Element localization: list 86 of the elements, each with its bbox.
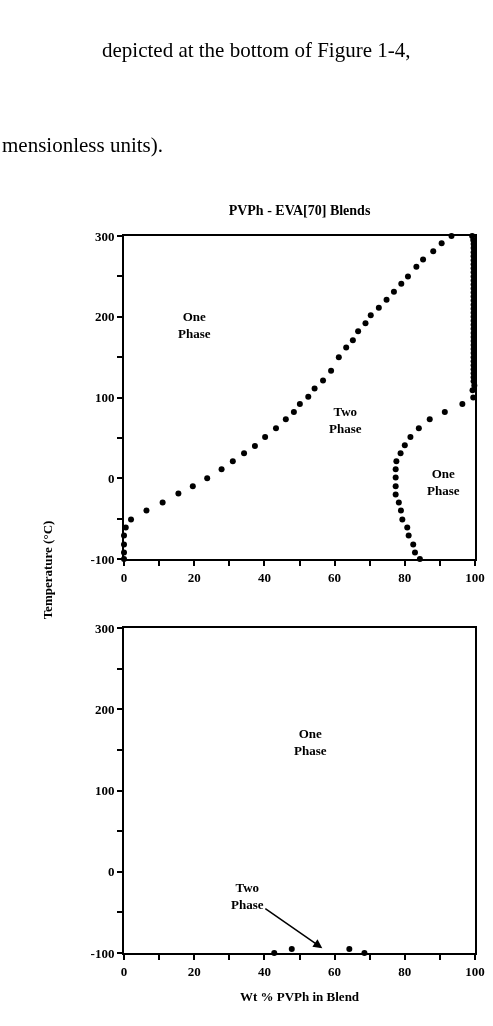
point bbox=[143, 507, 150, 514]
y-tick-label: 0 bbox=[107, 470, 115, 486]
x-tick-label: 100 bbox=[465, 963, 485, 979]
y-tick-label: 300 bbox=[94, 620, 115, 636]
point bbox=[383, 296, 390, 303]
x-tick-label: 0 bbox=[120, 963, 128, 979]
point bbox=[397, 507, 404, 514]
point bbox=[305, 393, 312, 400]
point bbox=[459, 400, 466, 407]
point bbox=[441, 409, 448, 416]
x-tick-label: 20 bbox=[187, 569, 201, 585]
x-tick-label: 60 bbox=[328, 569, 342, 585]
point bbox=[392, 466, 399, 473]
point bbox=[272, 425, 279, 432]
point bbox=[204, 475, 211, 482]
point bbox=[367, 312, 374, 319]
point bbox=[189, 483, 196, 490]
chart-title: PVPh - EVA[70] Blends bbox=[228, 202, 371, 218]
y-tick-label: 200 bbox=[94, 701, 115, 717]
x-tick-label: 20 bbox=[187, 963, 201, 979]
y-tick-label: 100 bbox=[94, 783, 115, 799]
point bbox=[413, 263, 420, 270]
point bbox=[229, 458, 236, 465]
point bbox=[335, 354, 342, 361]
annotation: Two Phase bbox=[329, 404, 362, 436]
point bbox=[401, 442, 408, 449]
point bbox=[296, 400, 303, 407]
point bbox=[430, 248, 437, 255]
point bbox=[404, 524, 411, 531]
y-tick-label: -100 bbox=[90, 551, 115, 567]
point bbox=[392, 491, 399, 498]
point bbox=[395, 499, 402, 506]
point bbox=[399, 516, 406, 523]
x-tick-label: 40 bbox=[257, 963, 271, 979]
y-axis-title: Temperature (°C) bbox=[39, 520, 56, 620]
y-tick-label: 0 bbox=[107, 864, 115, 880]
point bbox=[311, 385, 318, 392]
point bbox=[175, 490, 182, 497]
annotation: One Phase bbox=[294, 726, 327, 758]
annotation: Two Phase bbox=[231, 880, 264, 912]
point bbox=[251, 442, 258, 449]
x-tick-label: 80 bbox=[398, 963, 412, 979]
point bbox=[392, 474, 399, 481]
point bbox=[128, 516, 135, 523]
point bbox=[159, 499, 166, 506]
y-tick-label: 300 bbox=[94, 228, 115, 244]
point bbox=[392, 483, 399, 490]
point bbox=[241, 450, 248, 457]
point bbox=[398, 280, 405, 287]
point bbox=[290, 409, 297, 416]
point bbox=[349, 337, 356, 344]
point bbox=[343, 344, 350, 351]
point bbox=[375, 304, 382, 311]
point bbox=[426, 416, 433, 423]
x-tick-label: 100 bbox=[465, 569, 485, 585]
y-tick-label: -100 bbox=[90, 945, 115, 961]
point bbox=[410, 541, 417, 548]
annotation: One Phase bbox=[178, 309, 211, 341]
x-tick-label: 40 bbox=[257, 569, 271, 585]
point bbox=[407, 434, 414, 441]
point bbox=[328, 367, 335, 374]
point bbox=[390, 288, 397, 295]
point bbox=[397, 450, 404, 457]
x-tick-label: 0 bbox=[120, 569, 128, 585]
x-tick-label: 80 bbox=[398, 569, 412, 585]
point bbox=[469, 387, 476, 394]
point bbox=[404, 273, 411, 280]
point bbox=[438, 240, 445, 247]
x-axis-title: Wt % PVPh in Blend bbox=[239, 988, 360, 1004]
point bbox=[415, 425, 422, 432]
point bbox=[320, 377, 327, 384]
point bbox=[218, 466, 225, 473]
y-tick-label: 100 bbox=[94, 390, 115, 406]
point bbox=[282, 416, 289, 423]
point bbox=[405, 532, 412, 539]
point bbox=[411, 549, 418, 556]
point bbox=[362, 320, 369, 327]
x-tick-label: 60 bbox=[328, 963, 342, 979]
text: mensionless units). bbox=[2, 133, 163, 157]
y-tick-label: 200 bbox=[94, 309, 115, 325]
point bbox=[262, 434, 269, 441]
point bbox=[355, 328, 362, 335]
point bbox=[420, 256, 427, 263]
point bbox=[393, 458, 400, 465]
annotation: One Phase bbox=[427, 466, 460, 498]
text: depicted at the bottom of Figure 1-4, bbox=[102, 38, 411, 62]
